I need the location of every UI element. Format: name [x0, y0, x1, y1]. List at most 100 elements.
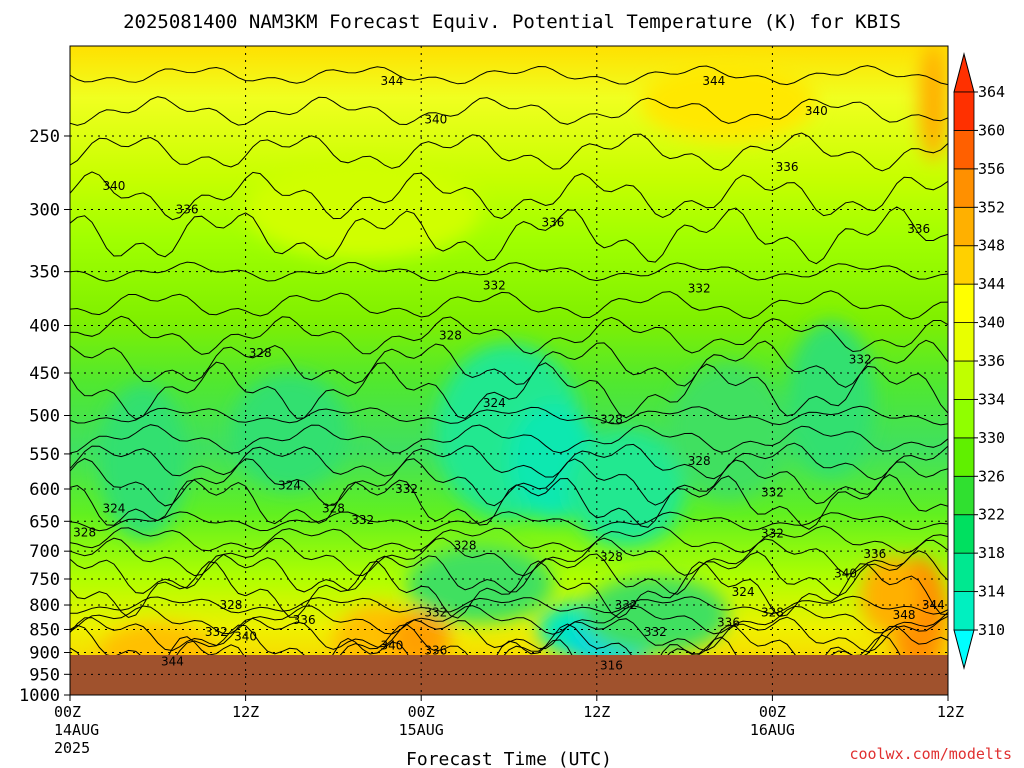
- colorbar-swatch: [953, 360, 975, 400]
- below-ground-mask: [70, 655, 948, 695]
- contour-label: 332: [644, 625, 667, 639]
- contour-label: 336: [907, 222, 930, 236]
- colorbar-swatch: [953, 475, 975, 516]
- y-tick-label: 350: [29, 263, 60, 283]
- contour-label: 332: [849, 352, 872, 366]
- colorbar-label: 330: [978, 429, 1005, 447]
- contour-line: [70, 171, 948, 221]
- colorbar-swatch: [953, 399, 975, 439]
- contour-label: 336: [863, 547, 886, 561]
- contour-line: [70, 550, 948, 597]
- contour-label: 324: [102, 502, 125, 516]
- y-tick-label: 950: [29, 665, 60, 685]
- contour-label: 344: [161, 654, 184, 668]
- contour-label: 332: [688, 282, 711, 296]
- contour-line: [70, 261, 948, 282]
- contour-line: [70, 424, 948, 454]
- contour-label: 340: [834, 567, 857, 581]
- contour-line: [70, 361, 948, 420]
- contour-label: 332: [351, 513, 374, 527]
- contour-line: [70, 595, 948, 615]
- contour-label: 328: [600, 550, 623, 564]
- colorbar-max-arrow: [953, 52, 975, 93]
- y-tick-label: 550: [29, 445, 60, 465]
- x-tick-date: 16AUG: [750, 721, 795, 739]
- credit-link[interactable]: coolwx.com/modelts: [849, 745, 1012, 763]
- anomaly-blob: [230, 372, 349, 490]
- colorbar-swatch: [953, 437, 975, 477]
- y-tick-label: 1000: [19, 686, 60, 706]
- contour-label: 340: [380, 639, 403, 653]
- x-tick-label: 12Z: [583, 703, 610, 721]
- contour-label: 328: [688, 454, 711, 468]
- x-tick-label: 00Z: [759, 703, 786, 721]
- anomaly-blob: [99, 383, 188, 540]
- contour-label: 328: [249, 346, 272, 360]
- x-tick-date: 14AUG: [54, 721, 99, 739]
- contour-label: 336: [176, 203, 199, 217]
- contour-line: [70, 458, 948, 507]
- x-tick-label: 12Z: [937, 703, 964, 721]
- anomaly-blob: [787, 321, 875, 477]
- y-axis: 250 300 350 400 450 500 550 600 650 700 750 800 850 9…: [19, 127, 70, 706]
- contour-label: 324: [732, 585, 755, 599]
- colorbar-label: 340: [978, 314, 1005, 332]
- colorbar-label: 352: [978, 198, 1005, 216]
- y-tick-label: 700: [29, 542, 60, 562]
- contour-label: 332: [424, 606, 447, 620]
- y-tick-label: 650: [29, 512, 60, 532]
- contour-label: 332: [205, 625, 228, 639]
- y-tick-label: 400: [29, 317, 60, 337]
- contour-label: 328: [220, 598, 243, 612]
- contour-label: 324: [483, 396, 506, 410]
- colorbar-swatch: [953, 514, 975, 554]
- y-tick-label: 250: [29, 127, 60, 147]
- colorbar-label: 318: [978, 544, 1005, 562]
- colorbar-label: 314: [978, 583, 1005, 601]
- colorbar-label: 356: [978, 160, 1005, 178]
- contour-line: [70, 206, 948, 265]
- anomaly-blob: [860, 555, 919, 634]
- colorbar-swatch: [953, 245, 975, 285]
- y-tick-label: 300: [29, 201, 60, 221]
- contour-label: 328: [73, 525, 96, 539]
- contour-label: 328: [454, 538, 477, 552]
- anomaly-blob: [582, 576, 729, 654]
- contour-label: 332: [761, 485, 784, 499]
- colorbar-swatch: [953, 168, 975, 208]
- contour-label: 332: [395, 482, 418, 496]
- colorbar: 310 314 318 322 326 330 334 336 340 344 348 352 356 3…: [953, 52, 1005, 670]
- contour-line: [70, 290, 948, 320]
- contour-label: 332: [615, 598, 638, 612]
- colorbar-min-arrow: [953, 629, 975, 670]
- contour-label: 336: [424, 643, 447, 657]
- anomaly-blob: [918, 46, 948, 161]
- colorbar-swatch: [953, 206, 975, 247]
- contour-line: [70, 511, 948, 532]
- x-tick-label: 00Z: [408, 703, 435, 721]
- colorbar-label: 334: [978, 390, 1005, 408]
- colorbar-label: 364: [978, 83, 1005, 101]
- contour-label: 340: [234, 630, 257, 644]
- contour-label: 344: [380, 74, 403, 88]
- contour-line: [70, 560, 948, 619]
- contour-line: [70, 605, 948, 635]
- contour-labels: 344 344 340 340 340 336 336 336 336 332 332 328 328 3…: [73, 74, 945, 673]
- grid-lines: [70, 46, 948, 695]
- anomaly-blob: [669, 363, 788, 500]
- contour-line: [70, 339, 948, 388]
- y-tick-label: 850: [29, 620, 60, 640]
- colorbar-swatch: [953, 591, 975, 631]
- colorbar-label: 336: [978, 352, 1005, 370]
- x-tick-label: 00Z: [54, 703, 81, 721]
- x-tick-year: 2025: [54, 739, 90, 757]
- contour-label: 328: [600, 413, 623, 427]
- colorbar-label: 348: [978, 237, 1005, 255]
- x-axis-title: Forecast Time (UTC): [406, 749, 612, 768]
- y-tick-label: 900: [29, 644, 60, 664]
- contour-line: [70, 442, 948, 481]
- contour-line: [70, 315, 948, 355]
- contour-label: 328: [761, 606, 784, 620]
- contour-label: 336: [541, 216, 564, 230]
- contour-line: [70, 132, 948, 172]
